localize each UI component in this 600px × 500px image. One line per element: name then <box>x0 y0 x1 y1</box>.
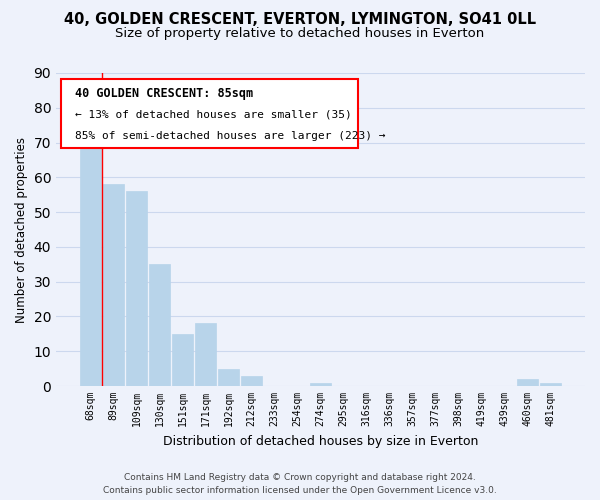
X-axis label: Distribution of detached houses by size in Everton: Distribution of detached houses by size … <box>163 434 478 448</box>
Text: 40, GOLDEN CRESCENT, EVERTON, LYMINGTON, SO41 0LL: 40, GOLDEN CRESCENT, EVERTON, LYMINGTON,… <box>64 12 536 28</box>
Bar <box>310 382 331 386</box>
Bar <box>149 264 170 386</box>
Text: ← 13% of detached houses are smaller (35): ← 13% of detached houses are smaller (35… <box>74 109 352 119</box>
Bar <box>540 382 561 386</box>
Bar <box>103 184 124 386</box>
FancyBboxPatch shape <box>61 80 358 148</box>
Bar <box>241 376 262 386</box>
Y-axis label: Number of detached properties: Number of detached properties <box>15 136 28 322</box>
Bar <box>195 324 216 386</box>
Bar <box>172 334 193 386</box>
Bar <box>517 379 538 386</box>
Text: Size of property relative to detached houses in Everton: Size of property relative to detached ho… <box>115 28 485 40</box>
Bar <box>126 192 147 386</box>
Text: 85% of semi-detached houses are larger (223) →: 85% of semi-detached houses are larger (… <box>74 131 385 141</box>
Bar <box>218 368 239 386</box>
Bar <box>80 142 101 386</box>
Text: 40 GOLDEN CRESCENT: 85sqm: 40 GOLDEN CRESCENT: 85sqm <box>74 87 253 100</box>
Text: Contains HM Land Registry data © Crown copyright and database right 2024.
Contai: Contains HM Land Registry data © Crown c… <box>103 474 497 495</box>
